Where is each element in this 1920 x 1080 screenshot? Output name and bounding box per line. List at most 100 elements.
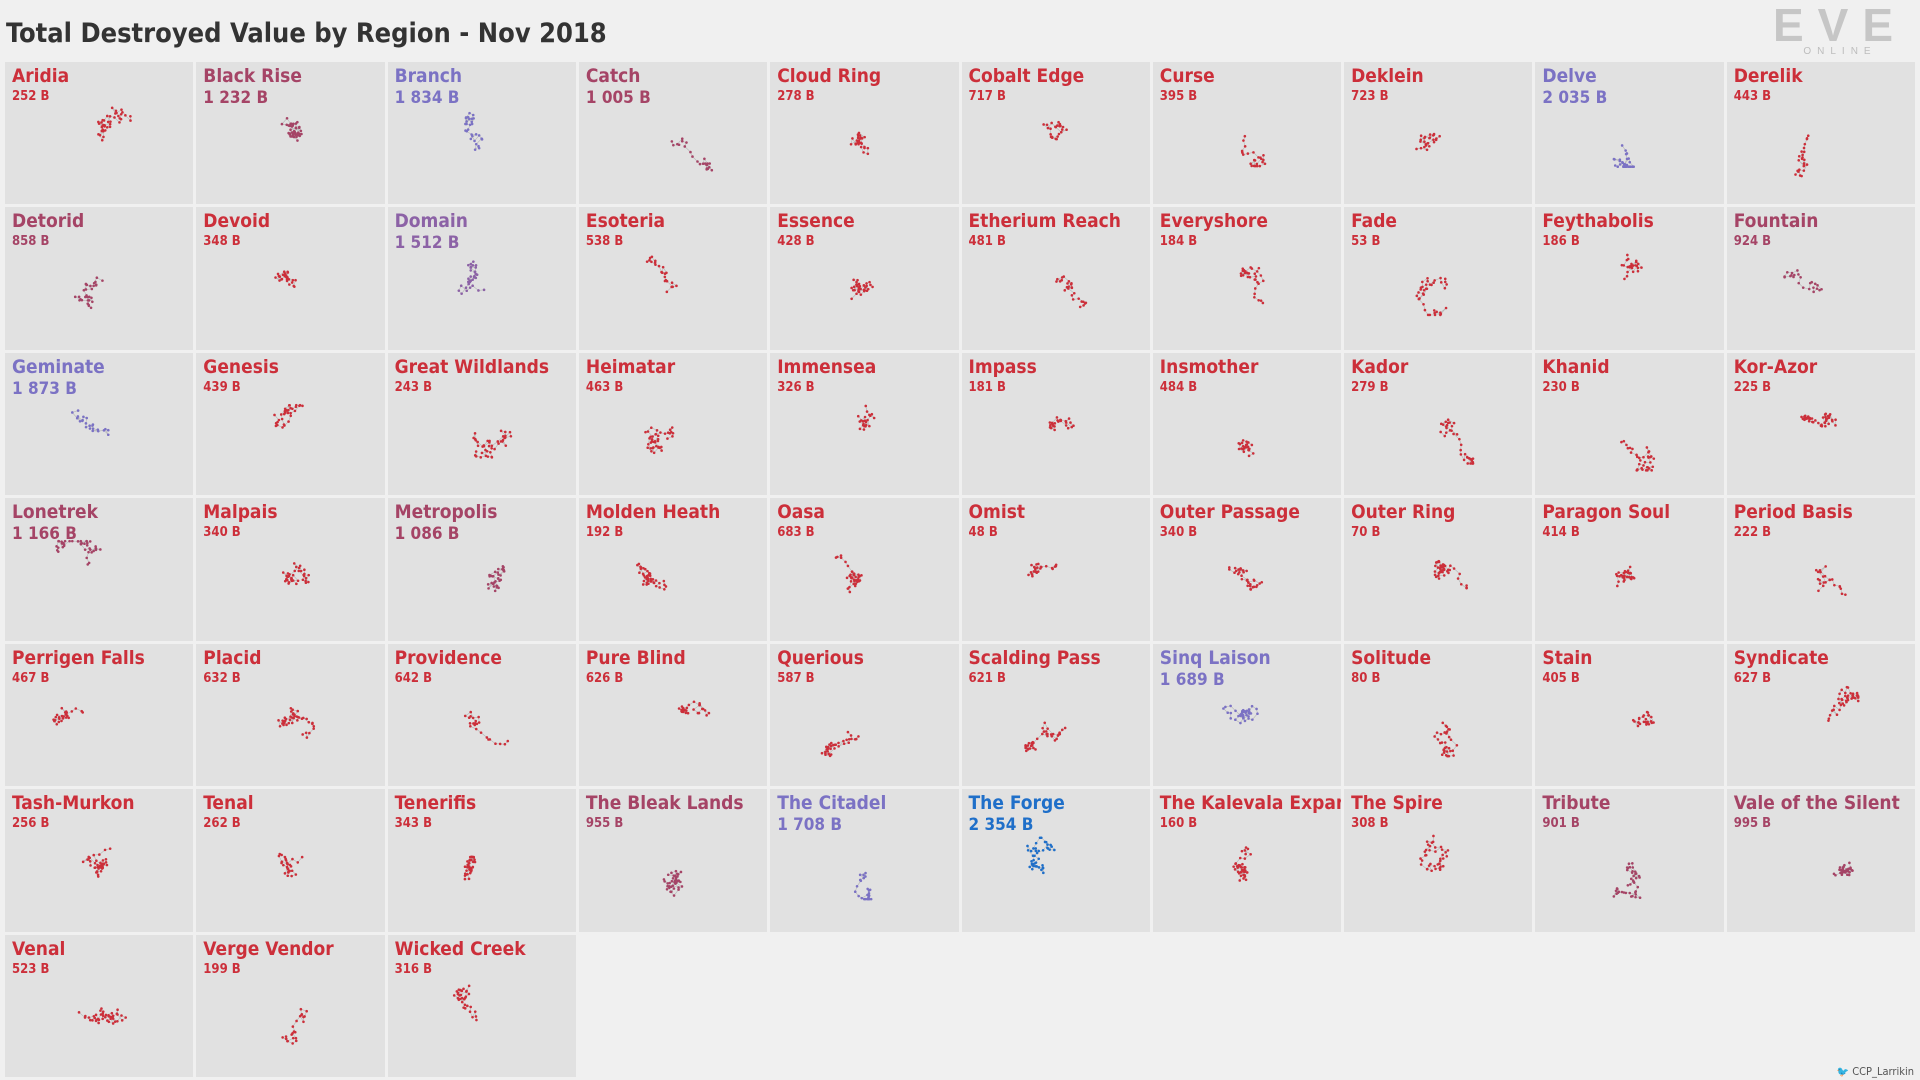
system-dot (1845, 873, 1849, 877)
system-dot (1444, 420, 1448, 423)
system-dot (275, 421, 278, 425)
system-dot (849, 580, 853, 583)
system-dot (677, 886, 680, 889)
region-map-heimatar (644, 426, 675, 454)
system-dot (1031, 740, 1034, 744)
system-dot (1076, 297, 1080, 301)
region-value: 439 B (203, 379, 241, 395)
system-dot (1066, 287, 1070, 291)
system-dot (1833, 418, 1837, 421)
system-dot (1032, 864, 1035, 868)
system-dot (89, 285, 92, 288)
system-dot (1621, 144, 1624, 147)
region-name: Paragon Soul (1542, 501, 1671, 524)
system-dot (864, 875, 867, 879)
system-dot (848, 737, 851, 741)
system-dot (469, 1005, 472, 1008)
system-dot (289, 128, 293, 132)
system-dot (698, 701, 701, 705)
system-dot (683, 145, 686, 148)
system-dot (1823, 581, 1827, 584)
system-dot (281, 417, 284, 421)
system-dot (296, 133, 300, 137)
system-dot (1465, 586, 1468, 590)
system-dot (282, 863, 285, 867)
system-dot (474, 133, 478, 136)
system-dot (1846, 694, 1850, 697)
region-panel-devoid: Devoid 348 B (196, 207, 385, 350)
system-dot (859, 293, 863, 297)
system-dot (301, 578, 305, 582)
system-dot (1234, 569, 1238, 573)
system-dot (1249, 588, 1252, 591)
system-dot (845, 576, 849, 580)
system-dot (1782, 276, 1786, 279)
region-panel-the-forge: The Forge 2 354 B (961, 789, 1150, 932)
system-dot (1253, 278, 1256, 282)
region-value: 1 166 B (12, 524, 77, 545)
system-dot (1433, 573, 1437, 577)
system-dot (1423, 145, 1426, 149)
system-dot (1083, 302, 1086, 306)
system-dot (1824, 417, 1828, 421)
system-dot (1616, 574, 1619, 578)
system-dot (103, 125, 106, 128)
system-dot (824, 751, 827, 755)
region-map-syndicate (1826, 685, 1860, 722)
system-dot (83, 1015, 87, 1019)
system-dot (1805, 163, 1809, 166)
system-dot (102, 862, 106, 866)
system-dot (1614, 164, 1617, 167)
system-dot (291, 135, 294, 138)
system-dot (1233, 571, 1236, 575)
region-panel-providence: Providence 642 B (387, 643, 576, 787)
region-panel-omist: Omist 48 B (961, 498, 1150, 641)
system-dot (303, 568, 306, 572)
system-dot (87, 304, 91, 308)
system-dot (93, 862, 97, 865)
system-dot (493, 570, 497, 574)
system-dot (285, 717, 288, 721)
system-dot (456, 991, 459, 994)
system-dot (471, 117, 475, 120)
system-dot (858, 579, 862, 583)
system-dot (1451, 749, 1455, 752)
system-dot (465, 289, 468, 293)
system-dot (1241, 274, 1245, 278)
system-dot (292, 579, 295, 583)
system-dot (312, 724, 316, 728)
system-dot (503, 742, 506, 746)
system-dot (692, 707, 695, 711)
system-dot (93, 866, 97, 870)
system-dot (473, 271, 476, 274)
system-dot (288, 718, 292, 721)
system-dot (1647, 713, 1651, 717)
region-name: Khanid (1542, 355, 1610, 378)
system-dot (1840, 698, 1844, 701)
region-panel-etherium-reach: Etherium Reach 481 B (961, 207, 1150, 350)
region-name: Kor-Azor (1733, 355, 1818, 378)
region-value: 53 B (1351, 234, 1381, 250)
region-name: Insmother (1159, 355, 1259, 378)
system-dot (706, 162, 709, 165)
system-dot (1244, 443, 1248, 447)
system-dot (1439, 845, 1443, 849)
system-dot (299, 1007, 303, 1011)
system-dot (663, 432, 667, 435)
system-dot (1223, 705, 1227, 708)
system-dot (1048, 127, 1052, 131)
system-dot (290, 874, 294, 878)
system-dot (1789, 274, 1793, 278)
system-dot (853, 289, 857, 292)
system-dot (1036, 849, 1040, 853)
system-dot (828, 743, 831, 746)
system-dot (91, 423, 95, 426)
system-dot (89, 864, 92, 867)
system-dot (1626, 275, 1629, 278)
system-dot (1051, 732, 1054, 736)
system-dot (837, 741, 841, 744)
system-dot (496, 571, 499, 575)
system-dot (707, 166, 711, 169)
region-name: Pure Blind (585, 646, 686, 669)
system-dot (1443, 746, 1447, 749)
